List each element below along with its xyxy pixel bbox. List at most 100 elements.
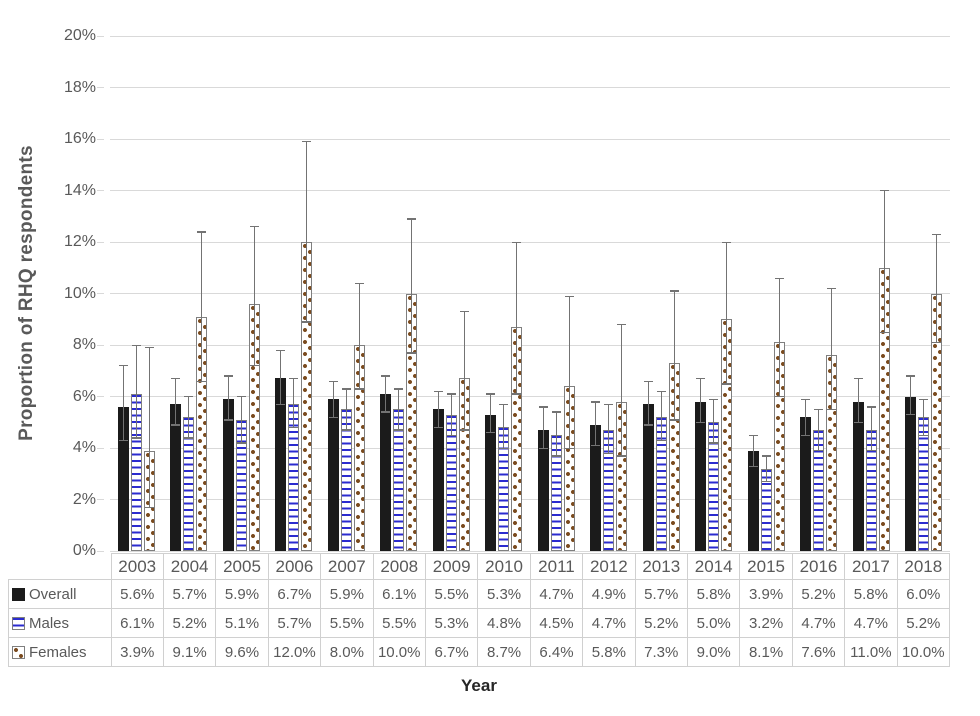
bar-overall-2017	[852, 401, 864, 551]
legend-cell-males: Males	[8, 608, 112, 638]
error-bar-cap-top-females-2015	[774, 277, 784, 279]
y-axis-tick-label: 6%	[72, 387, 96, 405]
error-bar-cap-bottom-males-2003	[131, 437, 141, 439]
value-cell: 5.7%	[267, 608, 322, 638]
y-axis-tick	[97, 87, 104, 88]
bar-overall-2007	[327, 399, 339, 551]
error-bar-cap-top-females-2018	[932, 233, 942, 236]
error-bar-cap-bottom-females-2014	[722, 383, 732, 385]
value-cell: 5.8%	[844, 579, 898, 609]
x-axis-year-label: 2014	[686, 553, 741, 580]
error-bar-males-2012	[608, 404, 610, 454]
value-cell: 7.3%	[634, 637, 688, 667]
table-row-overall: Overall 5.6% 5.7% 5.9% 6.7% 5.9% 6.1% 5.5% 5.3% 4…	[8, 579, 951, 609]
error-bar-overall-2011	[542, 406, 544, 448]
error-bar-males-2003	[135, 345, 137, 438]
bar-males-2018	[918, 417, 930, 551]
bar-overall-2003	[117, 406, 129, 551]
error-bar-overall-2017	[857, 378, 859, 423]
value-cell: 4.5%	[529, 608, 584, 638]
value-cell: 9.6%	[215, 637, 269, 667]
error-bar-cap-bottom-males-2008	[394, 429, 404, 431]
error-bar-cap-top-males-2011	[551, 411, 561, 413]
error-bar-females-2010	[516, 242, 518, 394]
error-bar-cap-top-females-2006	[302, 141, 312, 143]
error-bar-cap-top-males-2009	[446, 393, 456, 395]
legend-label: Overall	[29, 585, 77, 603]
error-bar-cap-top-females-2016	[827, 287, 837, 290]
bar-overall-2013	[642, 404, 654, 551]
error-bar-cap-top-females-2010	[512, 241, 522, 243]
y-axis-tick	[97, 550, 104, 552]
x-axis-year-label: 2016	[791, 553, 846, 580]
error-bar-overall-2003	[122, 365, 124, 441]
error-bar-cap-bottom-females-2003	[144, 506, 154, 509]
error-bar-cap-top-overall-2012	[591, 401, 601, 403]
error-bar-cap-bottom-overall-2018	[906, 414, 916, 416]
value-cell: 5.3%	[424, 608, 479, 638]
bar-overall-2006	[275, 378, 287, 551]
value-cell: 5.7%	[162, 579, 217, 609]
x-axis-year-label: 2004	[162, 553, 217, 580]
gridline	[110, 447, 950, 449]
y-axis-tick-label: 10%	[63, 284, 96, 302]
error-bar-males-2010	[503, 404, 505, 448]
y-axis-tick	[97, 344, 104, 346]
gridline	[110, 35, 950, 37]
value-cell: 9.0%	[686, 637, 741, 667]
bar-overall-2016	[800, 417, 812, 551]
error-bar-cap-bottom-females-2017	[879, 331, 889, 334]
error-bar-cap-top-males-2015	[761, 455, 771, 457]
error-bar-cap-bottom-females-2008	[407, 352, 417, 354]
value-cell: 3.9%	[110, 637, 164, 667]
value-cell: 5.2%	[162, 608, 217, 638]
error-bar-cap-top-overall-2004	[171, 377, 181, 380]
error-bar-cap-bottom-females-2010	[512, 393, 522, 395]
error-bar-cap-bottom-males-2015	[761, 480, 771, 483]
y-axis-tick-label: 14%	[63, 181, 96, 199]
error-bar-overall-2010	[490, 393, 492, 433]
error-bar-cap-top-overall-2015	[748, 434, 758, 437]
error-bar-cap-top-males-2003	[131, 344, 141, 346]
error-bar-cap-top-overall-2017	[853, 377, 863, 380]
error-bar-cap-bottom-overall-2009	[433, 426, 443, 429]
x-axis-year-label: 2007	[320, 553, 374, 580]
x-axis-year-label: 2011	[529, 553, 584, 580]
error-bar-cap-bottom-males-2006	[289, 426, 299, 429]
error-bar-cap-top-males-2016	[814, 408, 824, 411]
data-table-wrap: 2003 2004 2005 2006 2007 2008 2009 2010 2011 2012…	[8, 553, 951, 667]
legend-key-solid-icon	[12, 587, 25, 601]
y-axis-tick	[97, 138, 104, 140]
value-cell: 5.2%	[634, 608, 688, 638]
y-axis-tick	[97, 241, 104, 243]
x-axis-year-label: 2015	[739, 553, 793, 580]
value-cell: 6.7%	[267, 579, 322, 609]
error-bar-females-2008	[411, 218, 413, 353]
error-bar-cap-bottom-males-2009	[446, 434, 456, 437]
error-bar-overall-2009	[437, 391, 439, 428]
y-axis-tick-label: 8%	[72, 336, 96, 353]
error-bar-cap-bottom-males-2018	[919, 434, 929, 437]
value-cell: 11.0%	[844, 637, 898, 667]
error-bar-males-2005	[240, 396, 242, 443]
error-bar-cap-top-males-2014	[709, 398, 719, 400]
bar-overall-2015	[747, 450, 759, 551]
error-bar-overall-2007	[332, 381, 334, 418]
value-cell: 5.1%	[215, 608, 269, 638]
error-bar-cap-top-males-2004	[184, 396, 194, 398]
error-bar-females-2014	[726, 242, 728, 384]
error-bar-cap-bottom-males-2013	[656, 439, 666, 442]
gridline	[110, 138, 950, 140]
error-bar-cap-top-males-2018	[919, 398, 929, 400]
error-bar-cap-top-overall-2005	[223, 375, 233, 377]
error-bar-cap-bottom-overall-2016	[801, 434, 811, 437]
legend-label: Females	[29, 643, 87, 661]
bar-overall-2014	[695, 401, 707, 551]
value-cell: 4.7%	[529, 579, 584, 609]
error-bar-cap-bottom-males-2014	[709, 442, 719, 444]
y-axis-tick-label: 2%	[72, 490, 96, 508]
y-axis-tick-label: 12%	[63, 233, 96, 250]
y-axis-tick-label: 4%	[72, 439, 96, 456]
value-cell: 4.7%	[791, 608, 846, 638]
error-bar-cap-bottom-males-2007	[341, 429, 351, 431]
